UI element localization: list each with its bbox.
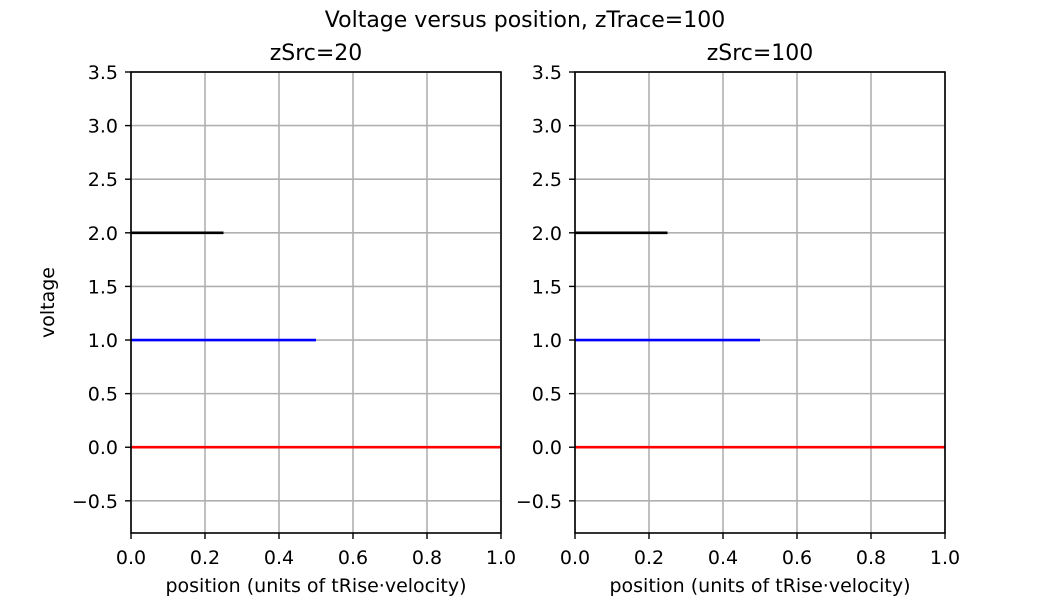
panel-1-y-tick-label: 0.0 (88, 437, 118, 459)
panel-1-y-tick-label: 2.0 (88, 223, 118, 245)
panel-1-x-axis-label: position (units of tRise·velocity) (165, 575, 466, 597)
panel-2-y-tick-label: 2.0 (532, 223, 562, 245)
panel-1-title: zSrc=20 (270, 41, 363, 66)
panel-1-y-tick-label: 3.0 (88, 116, 118, 138)
panel-2-x-tick-label: 1.0 (930, 547, 960, 569)
panel-2-x-tick-label: 0.6 (782, 547, 812, 569)
panel-2-y-tick-label: 3.0 (532, 116, 562, 138)
panel-2-x-tick-label: 0.0 (560, 547, 590, 569)
panel-1-y-axis-label: voltage (37, 267, 59, 338)
panel-1-axes-frame (130, 71, 502, 534)
panel-1-x-tick-label: 0.2 (190, 547, 220, 569)
panel-2-y-tick-label: 1.5 (532, 276, 562, 298)
panel-1-y-tick-label: 1.5 (88, 276, 118, 298)
panel-2-x-tick-label: 0.2 (634, 547, 664, 569)
panel-2-x-tick-label: 0.4 (708, 547, 738, 569)
panel-1-y-tick-label: 3.5 (88, 62, 118, 84)
panel-1-y-tick-label: −0.5 (72, 491, 118, 513)
panel-1-y-tick-label: 0.5 (88, 384, 118, 406)
panel-1-x-tick-label: 0.6 (338, 547, 368, 569)
panel-2-title: zSrc=100 (707, 41, 814, 66)
panel-2-axes-frame (574, 71, 946, 534)
panel-2-y-tick-label: 2.5 (532, 169, 562, 191)
panel-1-x-tick-label: 1.0 (486, 547, 516, 569)
panel-1-y-tick-label: 2.5 (88, 169, 118, 191)
panel-2-x-tick-label: 0.8 (856, 547, 886, 569)
panel-2-y-tick-label: −0.5 (516, 491, 562, 513)
panel-1-x-tick-label: 0.8 (412, 547, 442, 569)
panel-2-y-tick-label: 0.5 (532, 384, 562, 406)
panel-2-y-tick-label: 1.0 (532, 330, 562, 352)
panel-1-x-tick-label: 0.0 (116, 547, 146, 569)
panel-2-x-axis-label: position (units of tRise·velocity) (609, 575, 910, 597)
panel-1-x-tick-label: 0.4 (264, 547, 294, 569)
panel-1-y-tick-label: 1.0 (88, 330, 118, 352)
figure-title: Voltage versus position, zTrace=100 (324, 8, 726, 33)
panel-2-y-tick-label: 0.0 (532, 437, 562, 459)
panel-2-y-tick-label: 3.5 (532, 62, 562, 84)
